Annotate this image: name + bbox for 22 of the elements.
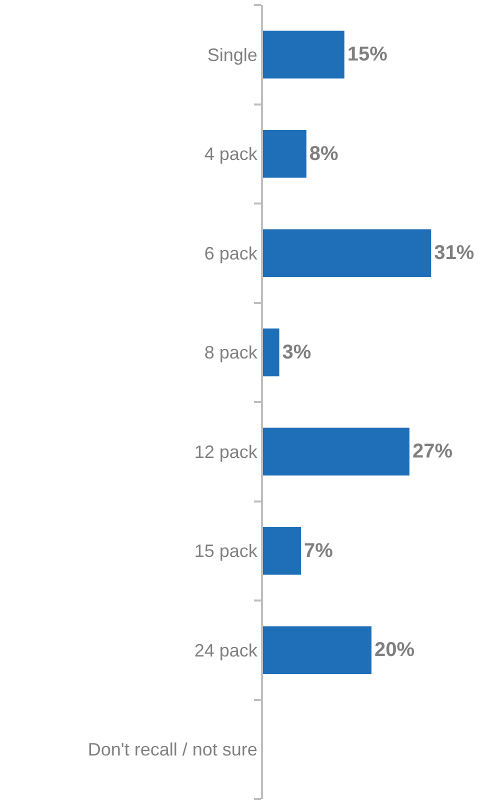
bar (263, 30, 344, 78)
bar (263, 328, 280, 376)
data-label: 15% (347, 44, 388, 66)
data-label: 20% (374, 639, 415, 662)
data-label: 7% (304, 540, 334, 562)
data-label: 8% (309, 142, 339, 165)
y-tick-label: Single (207, 44, 258, 65)
data-label: 3% (282, 341, 312, 364)
y-tick-label: 15 pack (194, 541, 258, 562)
y-tick-label: Don't recall / not sure (88, 740, 258, 760)
y-tick-label: 8 pack (204, 342, 258, 363)
bar (263, 527, 301, 575)
bar (263, 626, 372, 674)
y-tick-label: 6 pack (204, 243, 258, 264)
bar (263, 229, 432, 277)
bar (263, 130, 306, 178)
bar (263, 428, 410, 476)
y-tick-label: 24 pack (194, 640, 258, 660)
data-label: 31% (434, 242, 474, 264)
y-tick-label: 12 pack (194, 442, 258, 462)
data-label: 27% (412, 440, 453, 463)
y-tick-label: 4 pack (204, 144, 258, 164)
